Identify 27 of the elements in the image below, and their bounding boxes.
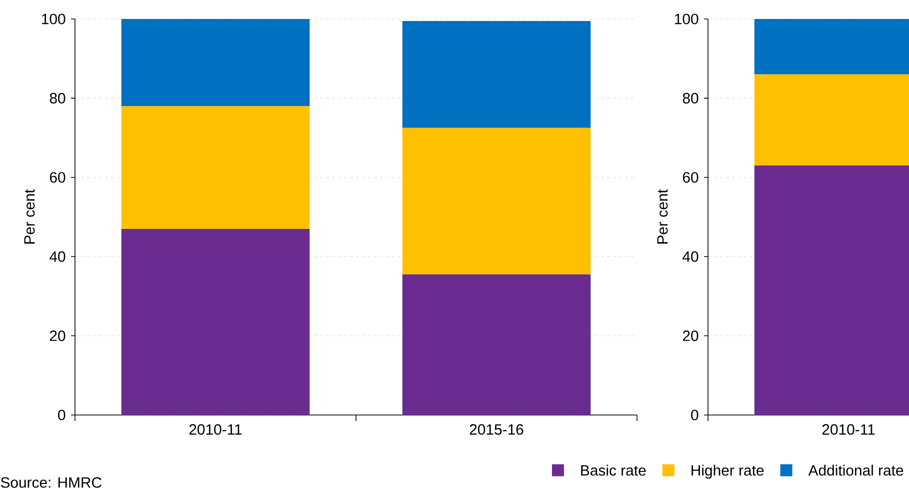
legend-label: Additional rate [808,464,904,476]
y-tick-label: 60 [50,172,66,183]
bar [402,274,591,415]
x-tick-label: 2015-16 [470,424,524,435]
bar [402,20,591,128]
y-tick-label: 0 [691,410,698,420]
x-tick-label: 2010-11 [189,424,242,435]
bar [121,18,310,106]
bar [121,106,310,229]
y-tick-label: 20 [50,330,66,342]
y-tick-label: 80 [50,92,66,104]
legend-label: Higher rate [692,464,764,479]
y-tick-label: 100 [42,14,66,24]
source-note: Source: HMRC [0,477,102,488]
y-tick-label: 60 [682,172,698,183]
y-tick-label: 80 [682,92,698,104]
y-axis-title: Per cent [657,189,668,244]
legend-label: Basic rate [581,464,646,476]
bar [121,228,310,415]
bar [402,128,591,274]
y-tick-label: 40 [50,251,66,262]
y-axis-title: Per cent [24,189,35,244]
y-tick-label: 0 [58,410,66,420]
x-tick-label: 2010-11 [822,424,875,435]
y-tick-label: 100 [675,14,698,24]
y-tick-label: 20 [682,330,698,342]
y-tick-label: 40 [682,251,698,262]
